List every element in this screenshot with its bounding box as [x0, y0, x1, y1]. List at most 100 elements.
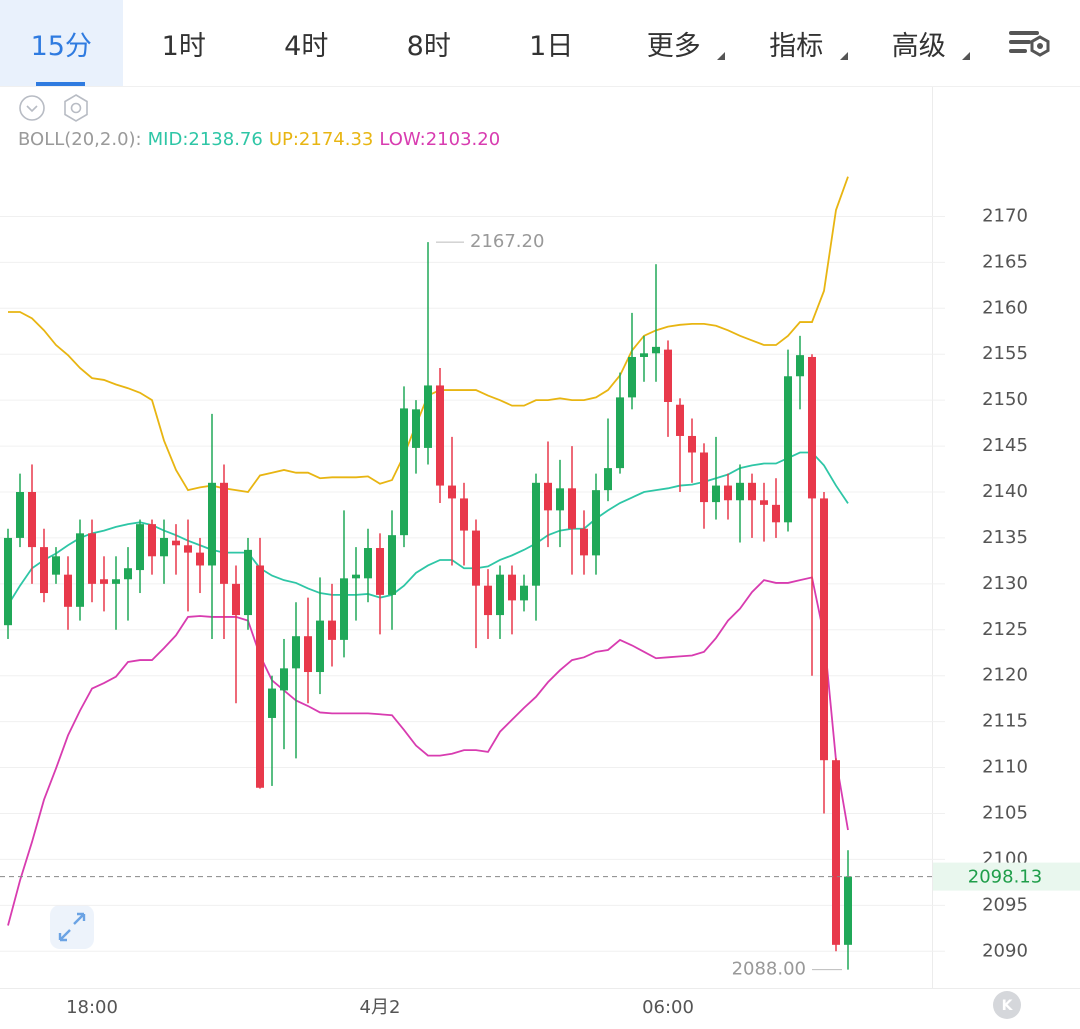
settings-hex-dot	[70, 102, 82, 114]
candle-body	[280, 668, 288, 691]
y-tick-label: 2155	[982, 343, 1028, 364]
candle-body	[292, 636, 300, 669]
candle-body	[604, 468, 612, 491]
candle-body	[568, 488, 576, 529]
y-tick-label: 2145	[982, 435, 1028, 456]
candle-body	[256, 565, 264, 788]
collapse-chevron	[26, 105, 38, 113]
candle-body	[232, 583, 240, 616]
y-tick-label: 2090	[982, 940, 1028, 961]
candle-body	[652, 346, 660, 354]
candle-body	[796, 355, 804, 377]
candle-body	[508, 574, 516, 601]
candle-body	[772, 504, 780, 523]
candle-body	[364, 548, 372, 579]
candle-body	[304, 636, 312, 673]
timeframe-tab[interactable]: 指标	[735, 0, 858, 86]
timeframe-tab[interactable]: 1日	[529, 30, 574, 62]
candle-body	[700, 452, 708, 503]
candle-body	[352, 574, 360, 579]
k-button-glyph: K	[1002, 998, 1014, 1014]
candles	[4, 242, 852, 970]
candle-body	[40, 547, 48, 594]
candle-body	[160, 537, 168, 557]
indicator-label: BOLL(20,2.0):	[18, 129, 142, 150]
x-tick-label: 4月2	[360, 997, 401, 1018]
y-tick-label: 2105	[982, 802, 1028, 823]
icon-bar	[1009, 40, 1031, 44]
icon-hex	[1030, 35, 1050, 57]
candle-body	[676, 404, 684, 436]
candle-body	[832, 760, 840, 945]
candle-body	[208, 482, 216, 566]
candle-body	[436, 385, 444, 486]
timeframe-tab[interactable]: 更多	[613, 0, 736, 86]
candle-body	[184, 545, 192, 553]
candle-body	[484, 585, 492, 616]
last-price-box	[933, 862, 1080, 891]
candle-body	[820, 498, 828, 761]
candle-body	[592, 490, 600, 556]
candle-body	[616, 397, 624, 469]
candle-body	[628, 356, 636, 398]
toolbar: 15分 1时 4时 8时 1日 更多 指标 高级	[0, 0, 1080, 87]
timeframe-tab[interactable]: 8时	[406, 30, 451, 62]
candle-body	[424, 385, 432, 448]
candle-body	[52, 556, 60, 575]
indicator-legend: BOLL(20,2.0): MID:2138.76 UP:2174.33 LOW:2…	[18, 129, 500, 150]
chart-settings-button[interactable]	[980, 0, 1080, 86]
candle-body	[844, 876, 852, 945]
candle-body	[112, 579, 120, 584]
indicator-value: UP:2174.33	[268, 129, 374, 150]
candle-body	[496, 574, 504, 616]
candle-body	[760, 500, 768, 505]
max-label: 2167.20	[470, 231, 544, 252]
expand-button[interactable]	[50, 905, 94, 949]
candle-body	[328, 620, 336, 640]
icon-dot	[1037, 43, 1043, 49]
candle-body	[808, 356, 816, 499]
icon-bar	[1009, 31, 1039, 35]
y-tick-label: 2125	[982, 619, 1028, 640]
y-tick-label: 2160	[982, 297, 1028, 318]
x-tick-label: 18:00	[66, 997, 118, 1018]
timeframe-tab[interactable]: 1时	[161, 30, 206, 62]
candle-body	[532, 482, 540, 586]
candle-body	[640, 353, 648, 357]
candle-body	[544, 482, 552, 511]
min-label: 2088.00	[732, 959, 806, 980]
timeframe-tab[interactable]: 高级	[858, 0, 981, 86]
indicator-line	[7, 451, 849, 606]
candle-body	[340, 578, 348, 640]
settings-icon	[1009, 31, 1050, 57]
candle-body	[316, 620, 324, 673]
chart-icons: K	[19, 94, 1021, 1019]
timeframe-tab[interactable]: 4时	[284, 30, 329, 62]
candle-body	[172, 540, 180, 546]
y-tick-label: 2120	[982, 665, 1028, 686]
timeframe-tab[interactable]: 15分	[0, 0, 123, 86]
candle-body	[736, 482, 744, 501]
k-button[interactable]	[993, 991, 1021, 1019]
y-tick-label: 2135	[982, 527, 1028, 548]
y-tick-label: 2110	[982, 757, 1028, 778]
candle-body	[64, 574, 72, 607]
candle-body	[196, 552, 204, 566]
collapse-icon[interactable]	[19, 95, 45, 121]
settings-hex-icon[interactable]	[64, 94, 88, 122]
y-tick-label: 2165	[982, 251, 1028, 272]
candle-body	[220, 482, 228, 584]
candle-body	[460, 498, 468, 531]
candle-body	[748, 482, 756, 501]
icon-bar	[1009, 49, 1027, 53]
candle-body	[376, 548, 384, 595]
candle-body	[556, 488, 564, 511]
candle-body	[400, 408, 408, 536]
indicator-value: MID:2138.76	[147, 129, 263, 150]
candle-body	[724, 485, 732, 501]
candle-body	[448, 485, 456, 499]
last-price-label: 2098.13	[968, 867, 1042, 888]
indicator-value: LOW:2103.20	[379, 129, 501, 150]
